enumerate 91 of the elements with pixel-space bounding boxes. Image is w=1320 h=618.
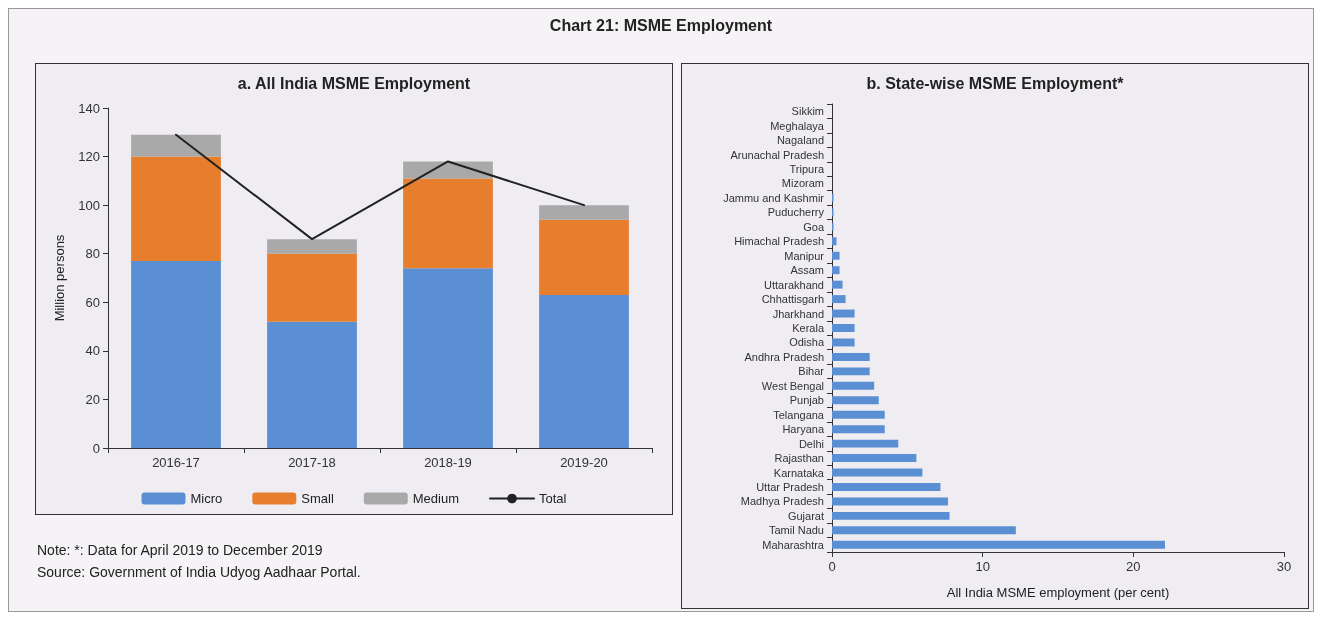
caption: Chart 21: MSME Employment [548,17,774,35]
bar [131,156,221,261]
legend-label: Medium [412,491,460,506]
y-tick-label: Punjab [789,394,824,407]
y-tick-label: Kerala [792,322,825,334]
text: Note: *: Data for April 2019 to December 2019 [37,541,324,560]
y-tick-label: Rajasthan [774,452,824,465]
bar [832,497,949,506]
y-tick-label: Maharashtra [762,538,825,551]
bar [832,396,879,405]
y-tick-label: West Bengal [761,379,824,392]
y-tick-label: 80 [85,246,100,262]
bar [403,178,493,269]
bar [832,295,846,304]
bar [832,338,855,347]
bar [832,410,885,419]
y-tick-label: 140 [78,100,100,116]
y-tick-label: Odisha [789,336,825,349]
x-tick-label: 2016-17 [152,455,200,470]
y-tick-label: 0 [92,440,100,456]
bar [832,237,837,246]
bar [832,324,855,332]
y-tick-label: Tripura [789,163,825,176]
bar [832,526,1016,535]
y-tick-label: 120 [78,149,100,165]
y-tick-label: Andhra Pradesh [744,350,824,363]
bar [131,261,221,448]
bar [832,309,855,318]
y-tick-label: Puducherry [767,206,825,219]
y-tick-label: Mizoram [781,177,824,190]
bar [832,425,885,434]
y-tick-label: Assam [790,264,824,277]
legend-label: Total [539,491,567,506]
bar [832,540,1165,549]
y-tick-label: Delhi [798,437,824,450]
x-tick-label: 20 [1126,559,1141,574]
y-tick-label: Tamil Nadu [768,524,824,537]
bar [267,321,357,448]
bar [131,134,221,157]
chart-title: b. State-wise MSME Employment* [866,74,1125,92]
y-tick-label: 40 [85,343,100,359]
y-tick-label: Uttarakhand [764,278,824,291]
y-tick-label: Sikkim [791,105,824,118]
bar [267,253,357,322]
x-tick-label: 0 [828,559,836,574]
x-tick-label: 10 [975,559,990,574]
y-tick-label: Madhya Pradesh [740,495,824,508]
y-axis-title: Million persons [52,234,67,322]
y-tick-label: 20 [85,391,100,407]
bar [832,266,840,275]
legend-label: Micro [190,491,223,506]
x-axis-title: All India MSME employment (per cent) [946,585,1170,600]
y-tick-label: Nagaland [776,134,824,147]
source-note: Source: Government of India Udyog Aadhaar Portal. [37,563,361,582]
y-tick-label: 100 [78,197,100,213]
y-tick-label: Himachal Pradesh [734,235,824,248]
x-tick-label: 2018-19 [424,455,472,470]
legend-label: Small [301,491,334,506]
bar [267,239,357,254]
chart-title: a. All India MSME Employment [237,74,471,92]
x-tick-label: 30 [1276,559,1292,574]
bar [832,280,843,289]
y-tick-label: Arunachal Pradesh [730,148,824,161]
y-tick-label: Bihar [798,365,825,378]
bar [539,219,629,295]
y-tick-label: Gujarat [787,509,824,522]
bar [832,511,950,520]
y-tick-label: Haryana [782,423,825,436]
line-series [175,133,585,241]
x-tick-label: 2017-18 [288,455,336,470]
y-tick-label: Meghalaya [770,119,825,132]
bar [832,381,875,390]
y-tick-label: Telangana [773,408,825,421]
y-tick-label: Goa [803,220,825,233]
bar [832,367,870,376]
y-tick-label: Jharkhand [772,307,824,320]
y-tick-label: Chhattisgarh [761,293,824,306]
bar [832,439,899,448]
y-tick-label: 60 [85,294,100,310]
bar [539,205,629,220]
y-tick-label: Manipur [784,249,825,262]
bar [832,251,840,260]
y-tick-label: Karnataka [773,466,825,479]
bar [832,482,941,491]
bar [403,268,493,448]
y-tick-label: Uttar Pradesh [756,480,824,493]
bar [832,352,870,361]
x-tick-label: 2019-20 [560,455,608,470]
bar [832,454,917,463]
y-tick-label: Jammu and Kashmir [723,191,825,204]
bar [539,295,629,448]
